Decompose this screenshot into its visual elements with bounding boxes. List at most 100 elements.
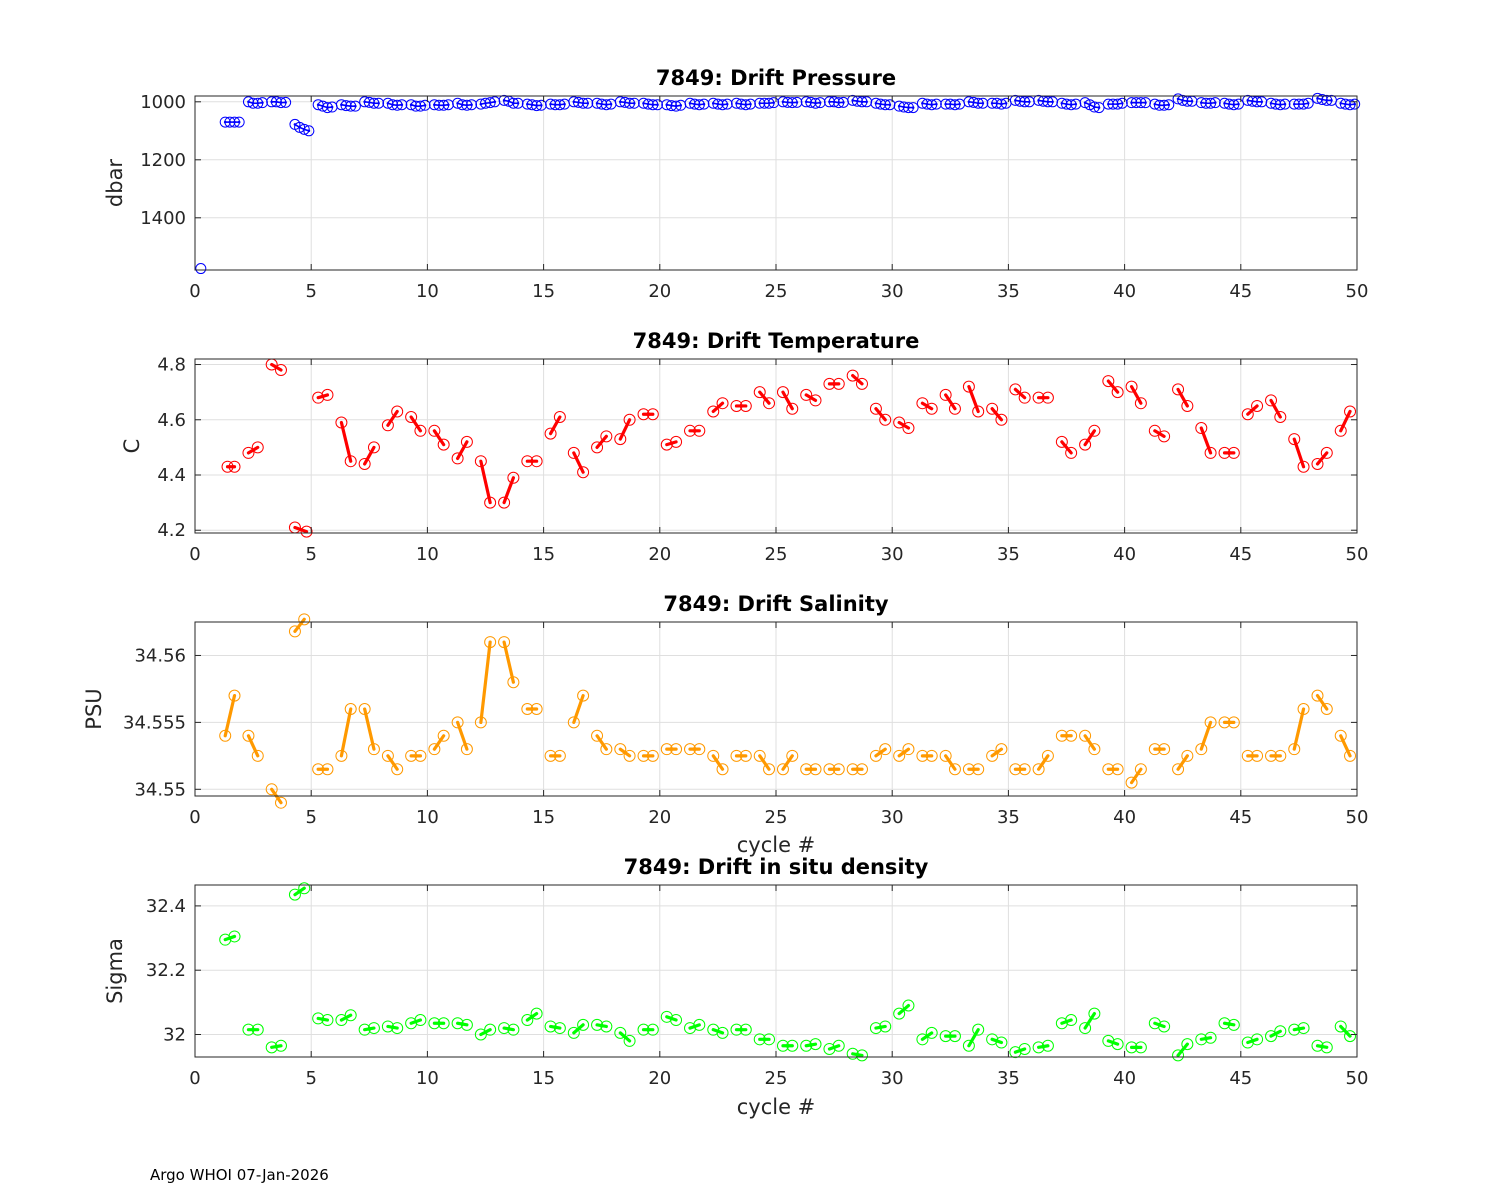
data-point (1148, 1017, 1161, 1030)
data-point (753, 749, 766, 762)
series-line (293, 617, 306, 633)
data-point (373, 97, 385, 109)
data-point (367, 743, 380, 756)
data-point (1065, 446, 1078, 459)
series-line (1246, 404, 1259, 416)
data-point (1041, 1039, 1054, 1052)
series-line (595, 434, 608, 449)
x-tick-label: 10 (416, 1068, 439, 1089)
data-point (800, 1039, 813, 1052)
x-tick-label: 35 (997, 1068, 1020, 1089)
data-point (474, 455, 487, 468)
data-point (1334, 729, 1347, 742)
data-point (739, 749, 752, 762)
data-dot (1097, 106, 1101, 109)
data-dot (958, 102, 961, 106)
x-tick-label: 40 (1113, 807, 1136, 828)
data-point (367, 441, 380, 454)
data-point (846, 1047, 859, 1060)
data-point (962, 763, 975, 776)
series-line (782, 101, 797, 104)
data-point (1102, 763, 1115, 776)
data-point (1265, 394, 1278, 407)
data-point (660, 743, 673, 756)
series-line (758, 754, 771, 771)
x-tick-label: 20 (648, 281, 671, 302)
series-line (781, 390, 794, 411)
data-point (693, 743, 706, 756)
chart-title: 7849: Drift Temperature (633, 329, 920, 353)
data-point (312, 1012, 325, 1025)
data-dot (1237, 102, 1240, 106)
data-point (1148, 743, 1161, 756)
data-dot (772, 101, 775, 104)
data-point (535, 99, 547, 111)
data-point (498, 496, 511, 509)
series-line (246, 734, 260, 758)
data-point (614, 743, 627, 756)
data-point (600, 743, 613, 756)
data-point (317, 100, 329, 112)
data-point (995, 743, 1008, 756)
data-point (832, 1039, 845, 1052)
x-tick-label: 30 (881, 281, 904, 302)
series-line (852, 99, 867, 103)
data-point (925, 1026, 938, 1039)
data-point (219, 933, 232, 946)
data-point (893, 416, 906, 429)
data-point (753, 1033, 766, 1046)
x-axis-label: cycle # (737, 833, 816, 857)
data-point (498, 1022, 511, 1035)
data-point (995, 1036, 1008, 1049)
chart-title: 7849: Drift Pressure (656, 66, 896, 90)
data-point (591, 1018, 604, 1031)
data-point (637, 1023, 650, 1036)
data-point (1055, 729, 1068, 742)
data-point (902, 999, 915, 1012)
data-point (553, 411, 566, 423)
data-point (1102, 375, 1115, 388)
data-point (396, 99, 408, 111)
data-point (628, 97, 640, 109)
y-axis-label: Sigma (103, 938, 127, 1004)
x-tick-label: 25 (765, 807, 788, 828)
data-point (1274, 749, 1287, 762)
data-point (684, 424, 697, 437)
series-line (572, 694, 585, 724)
data-point (1055, 435, 1068, 448)
data-point (512, 97, 524, 109)
data-point (1158, 743, 1171, 756)
series-line (548, 415, 562, 436)
data-point (419, 99, 431, 111)
data-point (1288, 433, 1301, 446)
data-point (381, 419, 394, 432)
data-point (670, 743, 683, 756)
series-line (386, 409, 399, 427)
series-line (573, 101, 588, 105)
data-point (786, 749, 799, 762)
series-line (967, 1028, 980, 1048)
data-point (484, 496, 497, 509)
series-line (595, 734, 608, 751)
chart-panel-2: 0 5 10 15 20 25 30 35 40 45 50 4.2 4.4 4.6 4.8 7849: Dr… (120, 329, 1368, 565)
data-point (1093, 102, 1105, 114)
data-dot (586, 101, 590, 105)
data-dot (330, 105, 334, 109)
series-line (1083, 429, 1096, 447)
series-line (1339, 734, 1352, 758)
series-line (293, 525, 309, 534)
data-point (451, 1017, 464, 1030)
data-point (1251, 1033, 1264, 1046)
data-point (823, 763, 836, 776)
chart-title: 7849: Drift in situ density (624, 855, 929, 879)
data-point (298, 882, 311, 895)
y-tick-label: 34.55 (134, 779, 186, 800)
series-line (1340, 102, 1355, 106)
data-dot (470, 103, 473, 106)
data-point (670, 1014, 683, 1027)
series-line (1201, 101, 1216, 105)
data-dot (493, 100, 497, 104)
series-line (1176, 754, 1189, 771)
series-line (1270, 102, 1286, 106)
series-line (432, 429, 446, 447)
